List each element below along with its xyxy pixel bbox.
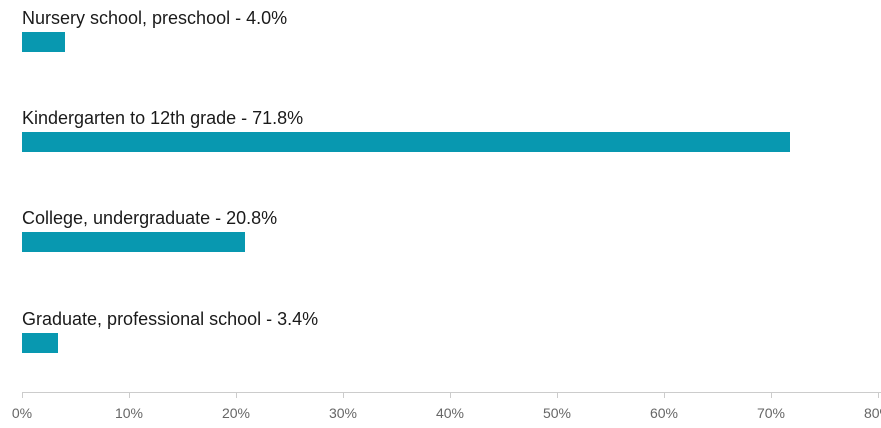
x-tick-label: 0% [11,405,33,421]
x-tick-label: 20% [221,405,251,421]
x-tick-mark [343,392,344,398]
x-tick-mark [450,392,451,398]
x-tick-label: 30% [328,405,358,421]
x-tick-mark [236,392,237,398]
x-tick-mark [129,392,130,398]
bar-label: Graduate, professional school - 3.4% [22,309,319,329]
x-tick-label: 40% [435,405,465,421]
x-axis-line [22,392,881,393]
bar [22,132,791,152]
bar [22,333,59,353]
x-tick-label: 80% [863,405,881,421]
x-tick-mark [878,392,879,398]
x-tick-mark [771,392,772,398]
bar-label: Nursery school, preschool - 4.0% [22,8,288,28]
x-tick-label: 70% [756,405,786,421]
bar-label: Kindergarten to 12th grade - 71.8% [22,108,304,128]
x-tick-label: 50% [542,405,572,421]
x-tick-mark [664,392,665,398]
x-tick-mark [22,392,23,398]
bar [22,32,65,52]
x-tick-label: 60% [649,405,679,421]
x-tick-label: 10% [114,405,144,421]
bar [22,232,245,252]
bar-label: College, undergraduate - 20.8% [22,208,278,228]
x-tick-mark [557,392,558,398]
